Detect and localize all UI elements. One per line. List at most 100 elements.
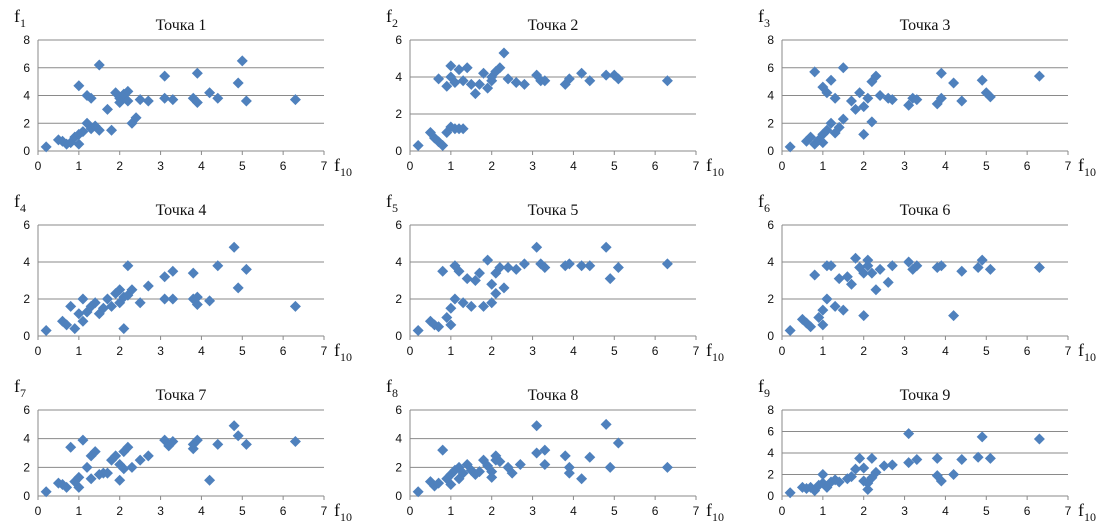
data-point [984, 452, 996, 464]
data-point [473, 78, 485, 90]
x-tick-label: 2 [488, 159, 495, 173]
data-point [911, 94, 923, 106]
y-tick-label: 2 [767, 468, 774, 482]
data-point [228, 241, 240, 253]
y-tick-label: 4 [23, 89, 30, 103]
data-point [212, 438, 224, 450]
x-tick-label: 4 [198, 504, 205, 518]
data-point [903, 428, 915, 440]
y-tick-label: 6 [395, 218, 402, 232]
x-tick-label: 3 [901, 344, 908, 358]
data-point [441, 312, 453, 323]
data-point [167, 265, 179, 277]
data-point [191, 299, 203, 311]
data-point [457, 75, 469, 87]
data-point [510, 263, 522, 275]
y-tick-label: 0 [23, 329, 30, 343]
data-point [289, 436, 301, 448]
data-point [531, 69, 543, 81]
y-tick-label: 4 [23, 255, 30, 269]
data-point [106, 454, 118, 466]
data-point [931, 470, 943, 482]
data-point [445, 60, 457, 72]
data-point [465, 78, 477, 90]
data-point [457, 467, 469, 479]
chart-title: Точка 5 [528, 202, 579, 219]
y-tick-label: 4 [23, 432, 30, 446]
data-point [445, 479, 457, 491]
data-point [473, 466, 485, 478]
x-axis-label: f10 [1078, 340, 1096, 364]
x-axis-label: f10 [334, 155, 352, 179]
data-point [805, 321, 817, 333]
data-point [813, 312, 825, 323]
data-point [563, 258, 575, 270]
data-point [956, 265, 968, 277]
data-point [784, 487, 796, 499]
chart-panel-5: 0 2 4 6 0 1 2 3 4 5 6 7 Точка 5 f5 f10 [372, 185, 744, 370]
y-tick-label: 4 [767, 89, 774, 103]
data-point [114, 474, 126, 486]
data-point [878, 460, 890, 472]
data-point [101, 467, 113, 479]
data-point [531, 241, 543, 253]
y-tick-label: 0 [23, 489, 30, 503]
data-point [829, 300, 841, 312]
data-point [191, 67, 203, 79]
x-tick-label: 4 [198, 159, 205, 173]
data-point [1033, 70, 1045, 82]
data-point [661, 258, 673, 270]
y-tick-label: 2 [395, 460, 402, 474]
data-point [576, 260, 588, 272]
data-point [126, 461, 138, 473]
y-tick-label: 6 [395, 403, 402, 417]
x-tick-label: 6 [652, 344, 659, 358]
data-point [114, 458, 126, 470]
data-point [77, 293, 89, 305]
data-point [817, 319, 829, 331]
data-point [931, 262, 943, 274]
data-point [559, 450, 571, 462]
chart-title: Точка 4 [156, 202, 207, 219]
data-point [110, 450, 122, 462]
y-tick-label: 2 [23, 116, 30, 130]
y-axis-label: f7 [14, 376, 26, 400]
y-axis-label: f9 [758, 376, 770, 400]
x-tick-label: 7 [693, 344, 700, 358]
x-tick-label: 3 [157, 504, 164, 518]
data-point [465, 300, 477, 312]
data-point [600, 418, 612, 430]
data-point [187, 443, 199, 455]
x-tick-label: 6 [280, 504, 287, 518]
data-point [796, 313, 808, 325]
data-point [122, 95, 134, 107]
data-point [433, 136, 445, 148]
data-point [837, 304, 849, 316]
data-point [134, 454, 146, 466]
data-point [486, 297, 498, 309]
data-point [93, 308, 105, 320]
y-axis-label: f3 [758, 6, 770, 30]
data-point [412, 139, 424, 151]
y-tick-label: 0 [395, 144, 402, 158]
data-point [187, 267, 199, 279]
x-tick-label: 2 [116, 344, 123, 358]
data-point [903, 99, 915, 111]
data-point [89, 297, 101, 309]
data-point [486, 71, 498, 83]
y-tick-label: 2 [767, 116, 774, 130]
scatter-plot: 0 2 4 6 8 0 1 2 3 4 5 6 7 Точка 3 f3 f10 [758, 6, 1096, 179]
data-point [498, 47, 510, 59]
data-point [212, 260, 224, 272]
x-tick-label: 3 [529, 344, 536, 358]
data-point [502, 262, 514, 274]
x-tick-label: 3 [157, 159, 164, 173]
data-point [69, 323, 81, 335]
data-point [903, 256, 915, 268]
data-point [825, 117, 837, 129]
data-point [134, 94, 146, 106]
x-tick-label: 2 [488, 504, 495, 518]
data-point [130, 112, 142, 124]
data-point [40, 324, 52, 336]
data-point [73, 138, 85, 150]
